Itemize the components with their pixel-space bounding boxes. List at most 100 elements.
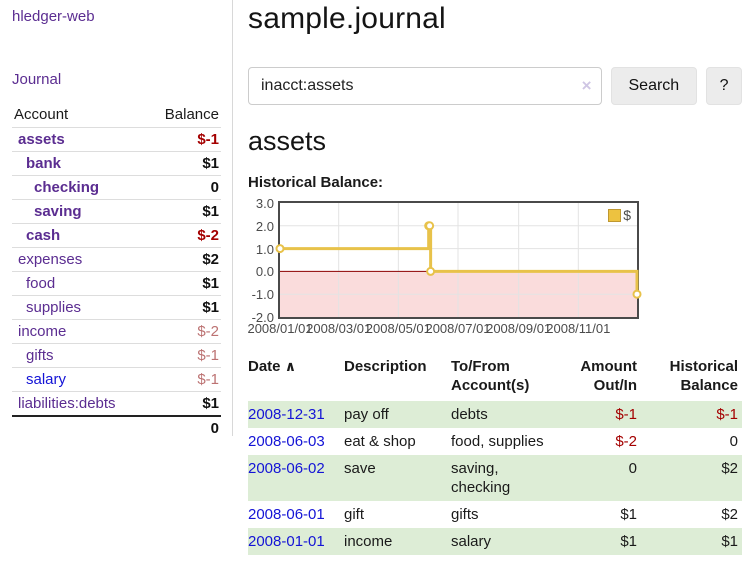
y-tick-label: 1.0	[255, 241, 274, 257]
y-tick-label: 3.0	[255, 196, 274, 211]
account-link-supplies[interactable]: supplies	[26, 299, 82, 316]
register-row: 2008-06-01 gift gifts $1 $2	[248, 501, 742, 528]
chart-plot-area: $	[275, 201, 642, 319]
account-row: checking 0	[12, 175, 221, 200]
account-row: bank $1	[12, 151, 221, 176]
account-link-cash[interactable]: cash	[26, 227, 61, 244]
register-header-row: Date ∧ Description To/From Account(s) Am…	[248, 355, 742, 401]
account-link-income[interactable]: income	[18, 323, 67, 340]
transaction-accounts: debts	[451, 406, 488, 423]
transaction-description: pay off	[344, 406, 389, 423]
balance-column-header: Balance	[145, 103, 221, 128]
transaction-amount: $1	[620, 506, 637, 523]
register-row: 2008-01-01 income salary $1 $1	[248, 528, 742, 555]
transaction-amount: $-2	[615, 433, 637, 450]
search-input[interactable]	[248, 67, 602, 105]
sidebar: hledger-web Journal Account Balance asse…	[0, 0, 233, 440]
date-header-label: Date	[248, 358, 281, 375]
account-link-checking[interactable]: checking	[34, 179, 100, 196]
transaction-balance: $2	[721, 506, 738, 523]
transaction-accounts: gifts	[451, 506, 479, 523]
account-link-expenses[interactable]: expenses	[18, 251, 83, 268]
account-balance: $-1	[145, 127, 221, 152]
date-column-header[interactable]: Date ∧	[248, 355, 344, 401]
app-title-link[interactable]: hledger-web	[12, 8, 95, 25]
account-link-saving[interactable]: saving	[34, 203, 82, 220]
transaction-description: gift	[344, 506, 365, 523]
account-balance: $1	[145, 391, 221, 417]
register-row: 2008-12-31 pay off debts $-1 $-1	[248, 401, 742, 428]
legend-swatch-icon	[608, 208, 622, 222]
account-row: gifts $-1	[12, 343, 221, 368]
transaction-amount: 0	[628, 460, 637, 477]
transaction-amount: $1	[620, 533, 637, 550]
page-title: sample.journal	[248, 2, 446, 35]
search-button[interactable]: Search	[610, 67, 698, 105]
balance-column-header: Historical Balance	[669, 358, 738, 394]
account-balance: $1	[145, 199, 221, 224]
accounts-table-header: Account Balance	[12, 103, 221, 128]
account-balance: $-2	[145, 319, 221, 344]
account-row: supplies $1	[12, 295, 221, 320]
transaction-date-link[interactable]: 2008-12-31	[248, 406, 325, 423]
chart-y-axis-labels: 3.0 2.0 1.0 0.0 -1.0 -2.0	[248, 197, 278, 324]
transaction-accounts: food, supplies	[451, 433, 544, 450]
x-tick-label: 2008/03/01	[306, 321, 372, 336]
amount-column-header: Amount Out/In	[580, 358, 637, 394]
account-balance: 0	[145, 175, 221, 200]
account-balance: $-1	[145, 367, 221, 392]
account-row: assets $-1	[12, 127, 221, 152]
transaction-description: income	[344, 533, 393, 550]
main-content: sample.journal × Search ? assets Histori…	[247, 0, 742, 555]
accounts-column-header: To/From Account(s)	[451, 358, 530, 394]
help-button[interactable]: ?	[706, 67, 742, 105]
account-row: salary $-1	[12, 367, 221, 392]
account-row: food $1	[12, 271, 221, 296]
accounts-total-value: 0	[145, 415, 221, 440]
transaction-description: save	[344, 460, 376, 477]
transaction-date-link[interactable]: 2008-06-02	[248, 460, 325, 477]
account-row: expenses $2	[12, 247, 221, 272]
account-column-header: Account	[12, 103, 146, 128]
transaction-date-link[interactable]: 2008-06-03	[248, 433, 325, 450]
account-link-salary[interactable]: salary	[26, 371, 67, 388]
account-balance: $1	[145, 151, 221, 176]
legend-label: $	[623, 207, 631, 223]
account-link-assets[interactable]: assets	[18, 131, 65, 148]
account-link-food[interactable]: food	[26, 275, 56, 292]
accounts-balance-table: Account Balance assets $-1 bank $1 check…	[12, 103, 221, 440]
account-link-bank[interactable]: bank	[26, 155, 62, 172]
account-heading: assets	[248, 126, 327, 156]
y-tick-label: 2.0	[255, 218, 274, 234]
y-tick-label: 0.0	[255, 264, 274, 280]
x-tick-label: 2008/01/01	[247, 321, 313, 336]
y-tick-label: -2.0	[251, 310, 274, 325]
register-row: 2008-06-03 eat & shop food, supplies $-2…	[248, 428, 742, 455]
chart-legend: $	[608, 207, 631, 223]
account-row: income $-2	[12, 319, 221, 344]
transaction-balance: $-1	[716, 406, 738, 423]
search-form: × Search ?	[248, 67, 742, 105]
sidebar-item-journal[interactable]: Journal	[12, 71, 62, 88]
clear-search-icon[interactable]: ×	[581, 76, 592, 95]
account-balance: $1	[145, 295, 221, 320]
transaction-accounts: saving, checking	[451, 460, 511, 496]
sort-ascending-icon: ∧	[284, 358, 297, 374]
transaction-accounts: salary	[451, 533, 492, 550]
account-row: cash $-2	[12, 223, 221, 248]
transaction-balance: $2	[721, 460, 738, 477]
account-balance: $-2	[145, 223, 221, 248]
account-link-liabilities-debts[interactable]: liabilities:debts	[18, 395, 116, 412]
transaction-description: eat & shop	[344, 433, 416, 450]
register-table: Date ∧ Description To/From Account(s) Am…	[248, 355, 742, 555]
transaction-date-link[interactable]: 2008-01-01	[248, 533, 325, 550]
description-column-header: Description	[344, 358, 427, 375]
x-tick-label: 2008/05/01	[365, 321, 431, 336]
chart-x-axis-labels: 2008/01/01 2008/03/01 2008/05/01 2008/07/01…	[247, 319, 639, 336]
transaction-date-link[interactable]: 2008-06-01	[248, 506, 325, 523]
transaction-amount: $-1	[615, 406, 637, 423]
account-balance: $-1	[145, 343, 221, 368]
account-link-gifts[interactable]: gifts	[26, 347, 54, 364]
account-row: saving $1	[12, 199, 221, 224]
register-row: 2008-06-02 save saving, checking 0 $2	[248, 455, 742, 501]
